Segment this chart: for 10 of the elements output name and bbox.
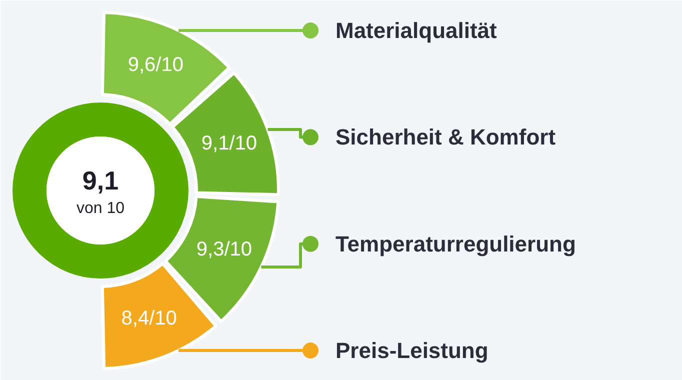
category-label: Temperaturregulierung — [336, 231, 576, 256]
category-label: Sicherheit & Komfort — [336, 124, 556, 150]
text: 9,1 — [82, 166, 119, 196]
category-label: Preis-Leistung — [336, 338, 488, 363]
data-label: 9,3/10 — [196, 238, 252, 260]
data-label: 9,1/10 — [201, 132, 258, 155]
category-label: Materialqualität — [336, 18, 498, 43]
text: von 10 — [76, 200, 125, 217]
data-label: 8,4/10 — [121, 308, 177, 330]
data-label: 9,6/10 — [128, 54, 184, 76]
